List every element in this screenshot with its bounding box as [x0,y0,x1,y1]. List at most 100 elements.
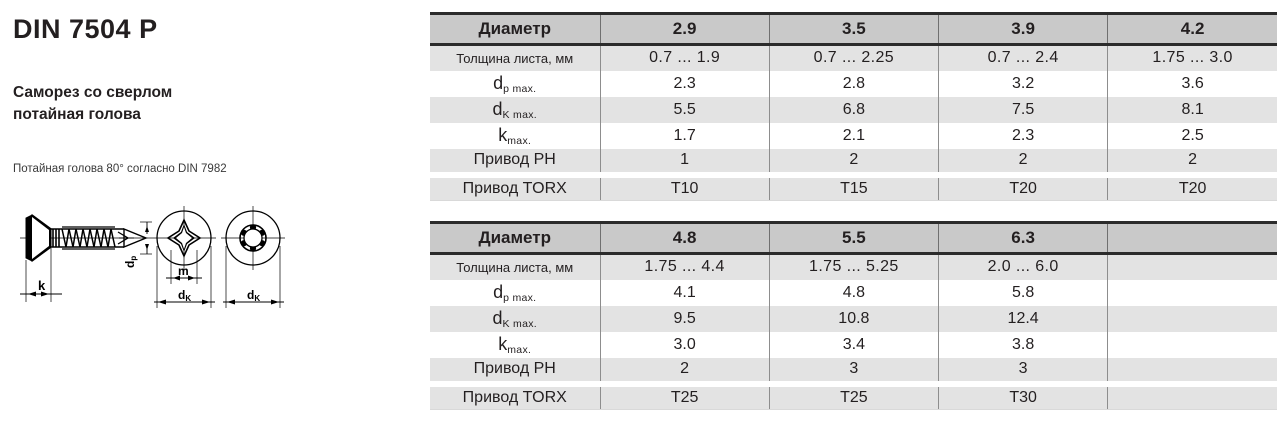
page-title: DIN 7504 P [13,14,158,44]
header-diameter-value: 6.3 [937,221,1108,255]
spec-table-small-diameters: Диаметр 2.9 3.5 3.9 4.2 Толщина листа, м… [430,12,1277,201]
cell-value: 4.8 [768,279,939,306]
header-diameter-value-empty [1107,221,1277,255]
dimension-label-dk-ph: dK [178,288,191,303]
cell-value: 0.7 ... 2.25 [768,44,939,71]
cell-value: 9.5 [599,305,770,332]
row-label-drive-torx: Привод TORX [430,171,600,201]
header-diameter-value: 4.2 [1107,12,1277,46]
cell-value: 8.1 [1107,96,1277,123]
cell-value: 2.3 [599,70,770,97]
cell-value: 1.75 ... 5.25 [768,253,939,280]
cell-value: 2 [1107,148,1277,175]
cell-value: 3.2 [937,70,1108,97]
cell-value: 0.7 ... 1.9 [599,44,770,71]
cell-value: 3 [768,357,939,384]
cell-value: 2.0 ... 6.0 [937,253,1108,280]
row-label-sheet-thickness: Толщина листа, мм [456,50,574,66]
header-diameter-label: Диаметр [430,221,600,255]
row-label-drive-ph: Привод PH [473,360,556,377]
cell-value-empty [1107,253,1277,280]
cell-value: 2 [599,357,770,384]
table-row: Толщина листа, мм 1.75 ... 4.4 1.75 ... … [430,253,1277,280]
cell-value: 2.1 [768,122,939,149]
cell-value: T30 [937,380,1108,410]
cell-value: 5.5 [599,96,770,123]
table-row: Толщина листа, мм 0.7 ... 1.9 0.7 ... 2.… [430,44,1277,71]
row-label-dp-max: dp max. [493,282,537,304]
spec-table-large-diameters: Диаметр 4.8 5.5 6.3 Толщина листа, мм 1.… [430,221,1277,410]
cell-value: 2.5 [1107,122,1277,149]
dimension-label-dp: dp [123,256,138,268]
row-label-k-max: kmax. [498,334,532,356]
product-note: Потайная голова 80° согласно DIN 7982 [13,163,227,175]
table-row: dp max. 4.1 4.8 5.8 [430,279,1277,306]
header-diameter-value: 3.5 [768,12,939,46]
cell-value: T25 [599,380,770,410]
row-label-dk-max: dK max. [492,99,537,121]
cell-value: 4.1 [599,279,770,306]
row-label-drive-ph: Привод PH [473,151,556,168]
row-label-dk-max: dK max. [492,308,537,330]
cell-value: 1.75 ... 4.4 [599,253,770,280]
table-header-row: Диаметр 4.8 5.5 6.3 [430,221,1277,255]
dimension-label-m: m [178,264,189,278]
header-diameter-value: 2.9 [599,12,770,46]
row-label-dp-max: dp max. [493,73,537,95]
table-row: dK max. 9.5 10.8 12.4 [430,305,1277,332]
cell-value: 10.8 [768,305,939,332]
cell-value: T25 [768,380,939,410]
spec-table: Диаметр 2.9 3.5 3.9 4.2 Толщина листа, м… [430,12,1277,201]
table-row: Привод TORX T10 T15 T20 T20 [430,171,1277,201]
spec-table: Диаметр 4.8 5.5 6.3 Толщина листа, мм 1.… [430,221,1277,410]
header-diameter-value: 4.8 [599,221,770,255]
row-label-k-max: kmax. [498,125,532,147]
screw-drawing-svg: k dp m dK dK [20,206,285,308]
cell-value: 1 [599,148,770,175]
cell-value: 3.0 [599,331,770,358]
table-row: Привод TORX T25 T25 T30 [430,380,1277,410]
table-row: kmax. 3.0 3.4 3.8 [430,331,1277,358]
dimension-label-dk-torx: dK [247,288,260,303]
table-row: dp max. 2.3 2.8 3.2 3.6 [430,70,1277,97]
row-label-sheet-thickness: Толщина листа, мм [456,259,574,275]
cell-value: 3 [937,357,1108,384]
cell-value: 12.4 [937,305,1108,332]
cell-value: 2.3 [937,122,1108,149]
product-name: Саморез со сверлом потайная голова [13,84,173,123]
cell-value: 2 [937,148,1108,175]
header-diameter-label: Диаметр [430,12,600,46]
table-row: kmax. 1.7 2.1 2.3 2.5 [430,122,1277,149]
header-diameter-value: 5.5 [768,221,939,255]
cell-value: T20 [1107,171,1277,201]
table-row: Привод PH 1 2 2 2 [430,148,1277,175]
cell-value: 7.5 [937,96,1108,123]
cell-value: 6.8 [768,96,939,123]
table-header-row: Диаметр 2.9 3.5 3.9 4.2 [430,12,1277,46]
cell-value: 2 [768,148,939,175]
cell-value: 1.75 ... 3.0 [1107,44,1277,71]
dimension-label-k: k [38,278,46,293]
cell-value: 3.6 [1107,70,1277,97]
cell-value-empty [1107,305,1277,332]
cell-value-empty [1107,279,1277,306]
table-row: Привод PH 2 3 3 [430,357,1277,384]
header-diameter-value: 3.9 [937,12,1108,46]
cell-value: 1.7 [599,122,770,149]
left-info-panel: DIN 7504 P Саморез со сверлом потайная г… [0,0,425,437]
cell-value: T15 [768,171,939,201]
cell-value: 3.8 [937,331,1108,358]
cell-value: 5.8 [937,279,1108,306]
table-row: dK max. 5.5 6.8 7.5 8.1 [430,96,1277,123]
cell-value: T10 [599,171,770,201]
screw-technical-drawing: k dp m dK dK [6,198,306,328]
cell-value-empty [1107,357,1277,384]
cell-value-empty [1107,331,1277,358]
row-label-drive-torx: Привод TORX [430,380,600,410]
cell-value: 0.7 ... 2.4 [937,44,1108,71]
cell-value-empty [1107,380,1277,410]
cell-value: T20 [937,171,1108,201]
cell-value: 3.4 [768,331,939,358]
cell-value: 2.8 [768,70,939,97]
